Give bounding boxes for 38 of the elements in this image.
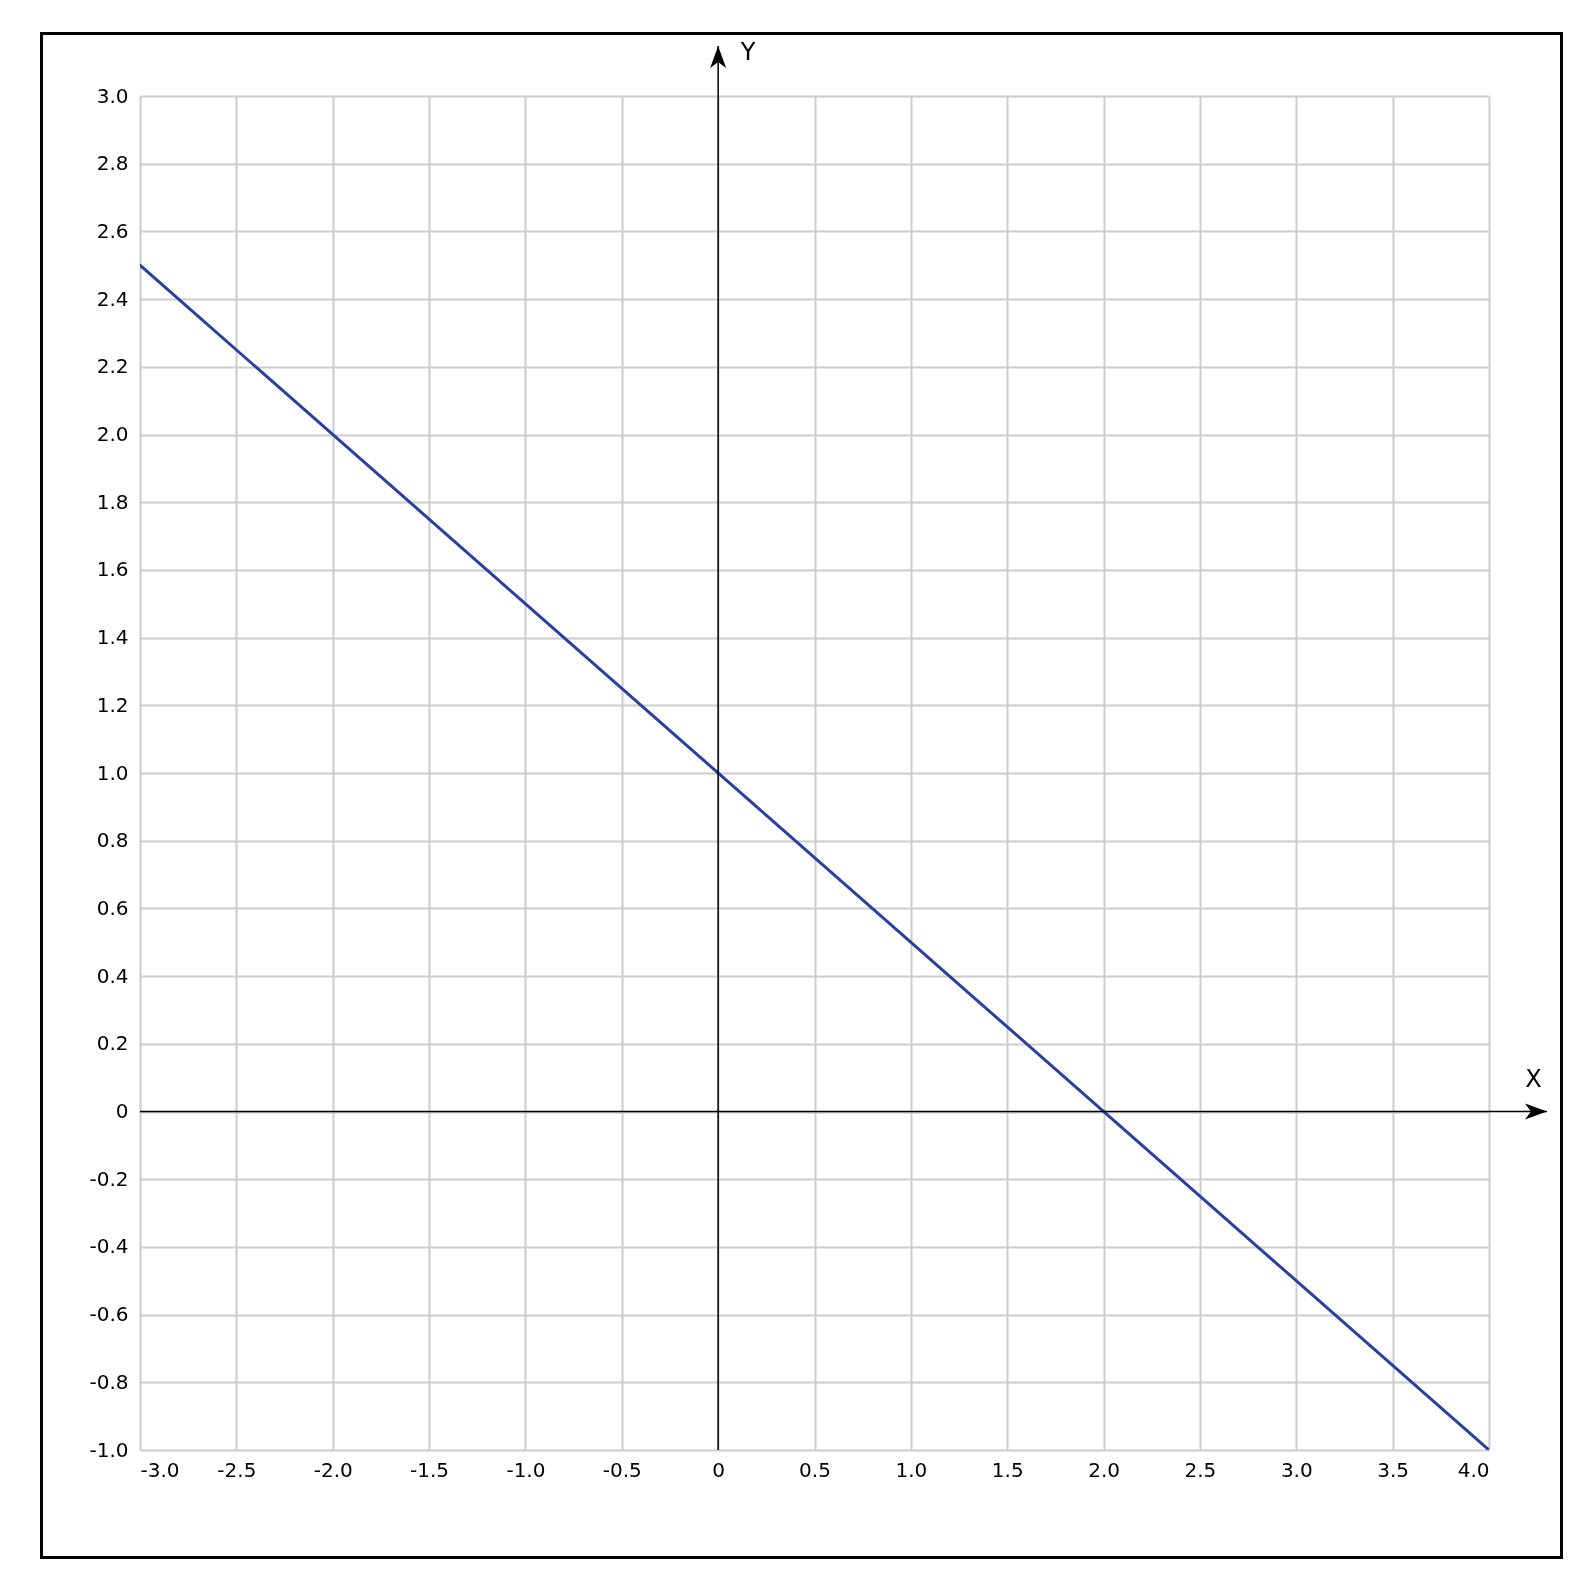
- x-tick-label: 3.5: [1377, 1457, 1410, 1482]
- y-tick-label: 2.0: [96, 422, 129, 446]
- x-tick-label: 1.5: [991, 1457, 1024, 1482]
- x-tick-label: 3.0: [1280, 1457, 1313, 1482]
- x-tick-label: -1.0: [506, 1457, 546, 1482]
- y-tick-label: 0.2: [96, 1031, 129, 1056]
- y-tick-label: 0.8: [96, 828, 129, 853]
- x-tick-label: 1.0: [895, 1457, 928, 1482]
- y-tick-label: 2.4: [96, 286, 129, 311]
- y-tick-label: 0.6: [96, 895, 129, 920]
- x-tick-label: -1.5: [410, 1457, 450, 1482]
- y-tick-label: 0: [115, 1099, 129, 1123]
- y-tick-label: 3.0: [96, 83, 129, 108]
- y-tick-label: 2.2: [96, 354, 129, 379]
- x-tick-label: 0.5: [799, 1457, 831, 1482]
- y-tick-label: -0.6: [89, 1302, 129, 1327]
- y-tick-label: -0.4: [89, 1234, 129, 1259]
- x-tick-label: 4.0: [1457, 1457, 1490, 1482]
- x-tick-label: 0: [712, 1457, 726, 1482]
- x-tick-label: -0.5: [602, 1457, 642, 1482]
- x-tick-label: -2.5: [217, 1457, 257, 1482]
- y-tick-label: -0.8: [89, 1369, 129, 1394]
- x-tick-label: 2.5: [1184, 1457, 1217, 1482]
- y-tick-label: -1.0: [89, 1437, 129, 1462]
- y-tick-label: 2.6: [96, 218, 129, 243]
- x-tick-label: -2.0: [313, 1457, 353, 1482]
- y-tick-label: 2.8: [96, 151, 129, 176]
- x-tick-label: 2.0: [1088, 1457, 1120, 1482]
- x-axis-title: X: [1525, 1065, 1542, 1093]
- y-tick-label: 1.8: [96, 489, 129, 514]
- y-tick-label: -0.2: [89, 1166, 129, 1191]
- y-tick-label: 1.6: [96, 557, 129, 582]
- y-tick-label: 1.0: [96, 760, 129, 785]
- y-tick-label: 1.4: [96, 625, 129, 650]
- y-tick-label: 0.4: [96, 963, 129, 988]
- x-tick-label: -3.0: [140, 1457, 180, 1482]
- y-axis-title: Y: [739, 37, 756, 66]
- y-tick-label: 1.2: [96, 692, 129, 717]
